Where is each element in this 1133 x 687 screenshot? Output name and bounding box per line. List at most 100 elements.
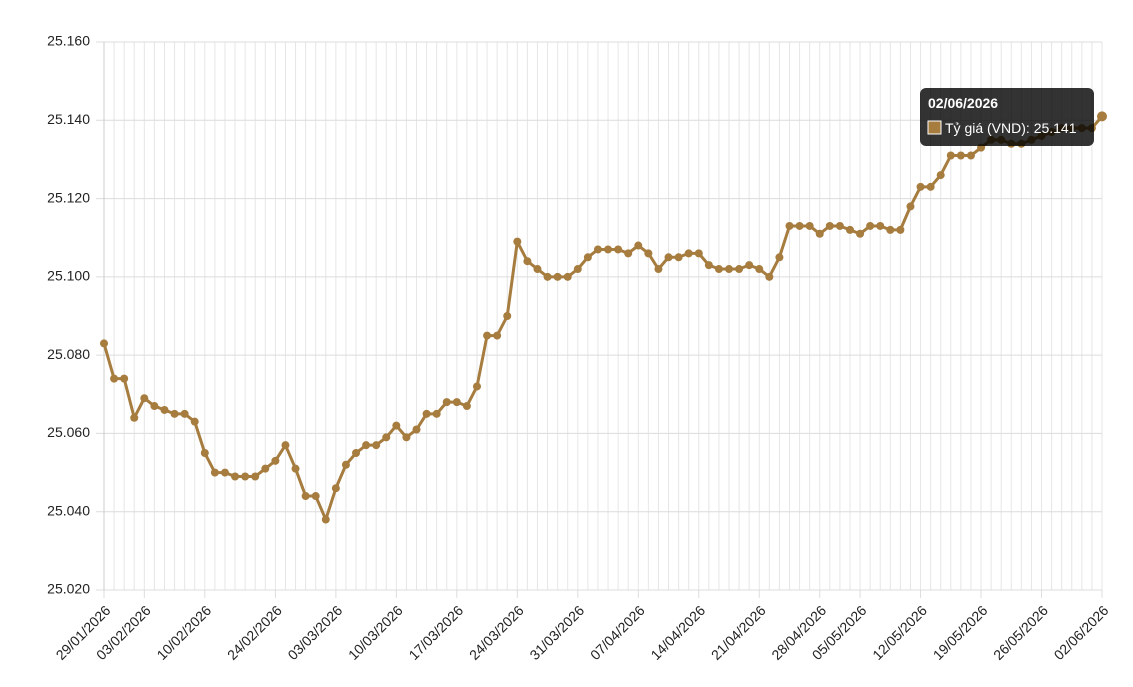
tooltip-box — [920, 88, 1094, 146]
y-tick-label: 25.160 — [47, 33, 90, 49]
x-tick-label: 07/04/2026 — [587, 602, 648, 663]
point — [714, 265, 723, 274]
point — [946, 151, 955, 160]
point — [513, 237, 522, 246]
point — [835, 221, 844, 230]
point — [170, 409, 179, 418]
point — [210, 468, 219, 477]
point — [120, 374, 129, 383]
x-tick-label: 02/06/2026 — [1051, 602, 1112, 663]
point — [805, 221, 814, 230]
point — [200, 449, 209, 457]
point — [573, 265, 582, 274]
line — [102, 115, 1104, 522]
point — [845, 225, 854, 234]
x-tick-label: 14/04/2026 — [647, 602, 708, 663]
point — [936, 171, 945, 180]
point — [402, 433, 411, 442]
point — [150, 402, 159, 411]
point — [432, 409, 441, 418]
point — [311, 492, 320, 501]
point — [392, 421, 401, 430]
point — [896, 225, 905, 234]
point — [523, 257, 532, 266]
point — [160, 405, 169, 414]
point — [866, 221, 875, 230]
point — [684, 249, 693, 258]
y-tick-label: 25.060 — [47, 424, 90, 440]
tooltip-swatch — [927, 120, 942, 135]
point — [110, 374, 119, 383]
point — [281, 441, 290, 450]
point — [604, 245, 613, 254]
point — [614, 245, 623, 254]
point — [412, 425, 421, 434]
x-tick-label: 19/05/2026 — [930, 602, 991, 663]
y-tick-label: 25.020 — [47, 581, 90, 597]
point — [190, 417, 199, 426]
point — [341, 460, 350, 469]
point — [664, 253, 673, 262]
point — [815, 229, 824, 238]
x-tick-label: 17/03/2026 — [405, 602, 466, 663]
x-tick-label: 21/04/2026 — [708, 602, 769, 663]
point — [352, 449, 361, 457]
point — [271, 456, 280, 465]
point — [795, 221, 804, 230]
point — [644, 249, 653, 258]
point — [725, 265, 734, 274]
point — [543, 272, 552, 281]
point — [382, 433, 391, 442]
point — [755, 265, 764, 274]
point — [180, 409, 189, 418]
x-tick-label: 03/03/2026 — [284, 602, 345, 663]
point — [916, 182, 925, 191]
x-tick-label: 10/03/2026 — [345, 602, 406, 663]
point — [362, 441, 371, 450]
point — [956, 151, 965, 160]
tooltip-title: 02/06/2026 — [928, 95, 998, 111]
point — [301, 492, 310, 501]
point — [231, 472, 240, 481]
point — [886, 225, 895, 234]
point — [553, 272, 562, 281]
y-tick-label: 25.040 — [47, 502, 90, 518]
point — [876, 221, 885, 230]
point — [472, 382, 481, 391]
point — [422, 409, 431, 418]
point — [654, 265, 663, 274]
point — [674, 253, 683, 262]
point — [735, 265, 744, 274]
tooltip-series: Tỷ giá (VND) — [945, 120, 1026, 136]
x-tick-label: 24/03/2026 — [466, 602, 527, 663]
point — [483, 331, 492, 340]
tooltip-value: 25.141 — [1034, 120, 1077, 136]
point — [694, 249, 703, 258]
y-tick-label: 25.080 — [47, 346, 90, 362]
y-tick-label: 25.100 — [47, 268, 90, 284]
point — [856, 229, 865, 238]
point — [331, 484, 340, 493]
point — [291, 464, 300, 473]
tooltip-label: Tỷ giá (VND): 25.141 — [945, 120, 1077, 136]
point — [583, 253, 592, 262]
x-tick-label: 10/02/2026 — [153, 602, 214, 663]
point — [533, 265, 542, 274]
point — [100, 339, 108, 348]
point — [251, 472, 260, 481]
point — [825, 221, 834, 230]
point — [785, 221, 794, 230]
point — [372, 441, 381, 450]
point — [462, 402, 471, 411]
point — [745, 261, 754, 270]
point — [503, 312, 512, 320]
x-tick-label: 26/05/2026 — [990, 602, 1051, 663]
x-tick-label: 12/05/2026 — [869, 602, 930, 663]
point — [966, 151, 975, 160]
point — [624, 249, 633, 258]
point — [220, 468, 229, 477]
y-tick-label: 25.140 — [47, 111, 90, 127]
point — [563, 272, 572, 281]
